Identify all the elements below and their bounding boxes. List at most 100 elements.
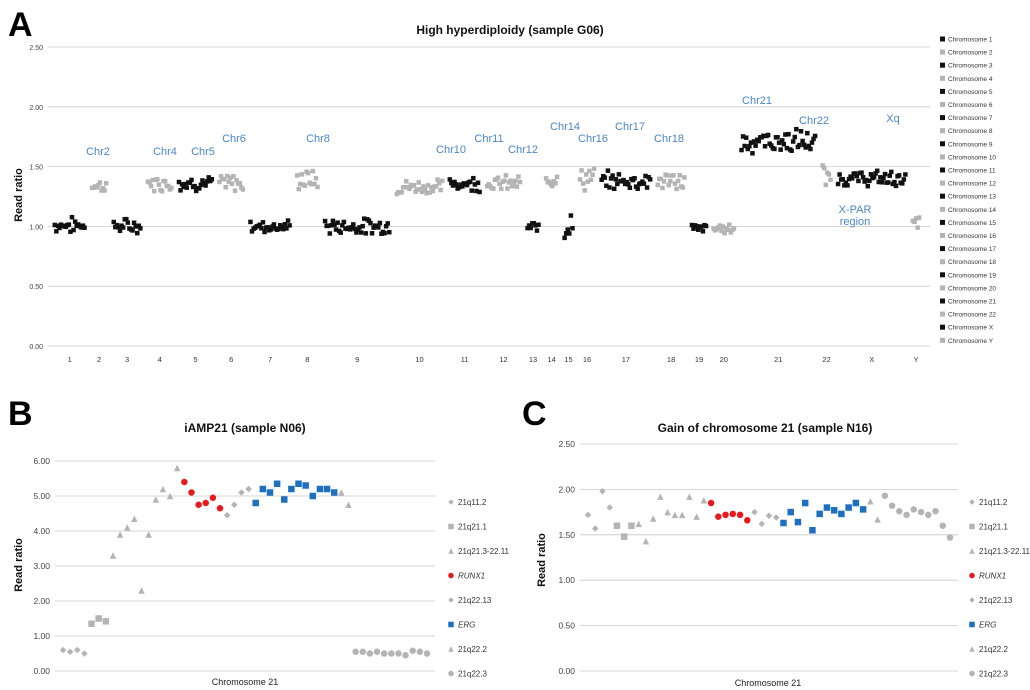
data-point xyxy=(173,464,181,472)
chart-b-yticks: 0.00 1.00 2.00 3.00 4.00 5.00 6.00 xyxy=(33,456,50,676)
data-point xyxy=(333,227,339,232)
data-point xyxy=(120,225,126,230)
legend-marker xyxy=(940,259,945,265)
data-point xyxy=(700,229,706,234)
data-point xyxy=(731,226,737,231)
data-point xyxy=(811,136,816,142)
data-point xyxy=(313,175,319,181)
data-point xyxy=(739,147,744,153)
data-point xyxy=(467,179,473,184)
legend-label: RUNX1 xyxy=(458,572,485,581)
data-point xyxy=(433,183,439,189)
data-point xyxy=(498,186,504,192)
data-point xyxy=(338,230,344,235)
data-point xyxy=(169,185,174,191)
data-point xyxy=(917,508,925,516)
data-point xyxy=(912,219,917,225)
data-point xyxy=(192,183,197,189)
data-point xyxy=(281,226,286,232)
data-point xyxy=(178,188,183,193)
y-tick-label: 1.00 xyxy=(29,224,43,231)
chart-c-xlabel: Chromosome 21 xyxy=(735,678,802,688)
data-point xyxy=(294,173,300,178)
data-point xyxy=(801,499,809,507)
chart-c-legend: 21q11.2 21q21.1 21q21.3-22.11 RUNX1 21q22.13… xyxy=(969,498,1030,679)
data-point xyxy=(133,224,138,229)
data-point xyxy=(903,172,908,177)
data-point xyxy=(691,226,696,231)
data-point xyxy=(298,181,303,187)
data-point xyxy=(740,134,746,139)
data-point xyxy=(616,172,622,177)
data-point xyxy=(469,188,474,193)
data-point xyxy=(591,166,597,171)
chart-annotation: Chr6 xyxy=(222,133,246,145)
data-point xyxy=(580,181,586,186)
x-tick-label: 18 xyxy=(667,355,675,364)
data-point xyxy=(514,184,520,189)
data-point xyxy=(703,223,709,229)
data-point xyxy=(664,173,670,178)
data-point xyxy=(753,143,758,148)
data-point xyxy=(892,179,897,185)
legend-marker xyxy=(969,670,975,677)
data-point xyxy=(295,480,302,487)
data-point xyxy=(660,185,665,191)
legend-marker xyxy=(448,572,454,579)
data-point xyxy=(223,512,231,519)
data-point xyxy=(859,506,867,513)
data-point xyxy=(447,177,453,182)
data-point xyxy=(615,181,620,187)
data-point xyxy=(138,587,145,594)
data-point xyxy=(438,187,443,193)
data-point xyxy=(103,181,109,186)
data-point xyxy=(425,183,431,188)
y-tick-label: 3.00 xyxy=(33,561,50,571)
data-point xyxy=(837,172,842,177)
data-point xyxy=(416,648,424,655)
data-point xyxy=(260,220,266,225)
data-point xyxy=(182,181,188,187)
legend-marker xyxy=(940,154,945,160)
data-point xyxy=(805,130,810,136)
data-point xyxy=(456,184,462,190)
data-point xyxy=(867,178,872,184)
data-point xyxy=(116,225,121,230)
data-point xyxy=(357,225,362,230)
data-point xyxy=(330,489,338,496)
legend-label: Chromosome Y xyxy=(948,338,994,345)
data-point xyxy=(422,187,428,192)
y-tick-label: 0.00 xyxy=(33,666,50,676)
data-point xyxy=(756,138,761,144)
legend-marker xyxy=(940,49,945,55)
data-point xyxy=(780,519,787,527)
data-point xyxy=(102,618,110,625)
data-point xyxy=(341,219,347,225)
data-point xyxy=(429,185,434,190)
data-point xyxy=(131,515,138,522)
data-point xyxy=(812,133,818,139)
data-point xyxy=(402,652,409,659)
data-point xyxy=(97,180,103,185)
data-point xyxy=(299,172,305,177)
data-point xyxy=(72,219,78,224)
panel-letter-a: A xyxy=(8,6,33,44)
data-point xyxy=(666,182,671,188)
legend-marker xyxy=(448,597,454,603)
data-point xyxy=(900,181,905,186)
data-point xyxy=(309,181,314,187)
data-point xyxy=(218,173,224,179)
data-point xyxy=(198,182,204,188)
data-point xyxy=(427,190,432,195)
y-tick-label: 2.50 xyxy=(29,45,43,52)
data-point xyxy=(699,224,704,229)
legend-label: Chromosome 20 xyxy=(948,285,996,292)
data-point xyxy=(867,497,874,505)
x-tick-label: Y xyxy=(914,355,919,364)
y-tick-label: 1.00 xyxy=(33,631,50,641)
y-tick-label: 0.50 xyxy=(558,621,575,631)
x-tick-label: 11 xyxy=(461,355,469,364)
data-point xyxy=(915,225,920,230)
legend-marker xyxy=(448,523,454,530)
